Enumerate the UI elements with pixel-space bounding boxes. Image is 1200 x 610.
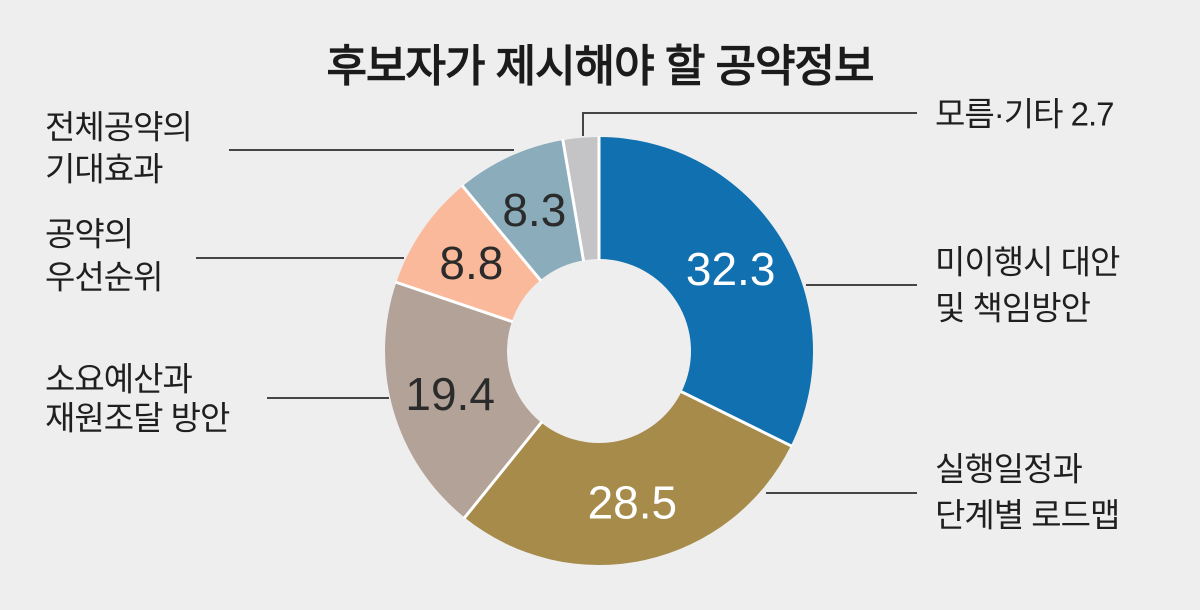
leader-line-5: [582, 112, 917, 136]
donut-segment-2: [384, 282, 542, 518]
leader-lines: [196, 112, 917, 494]
segment-separators: [394, 136, 793, 520]
value-label-0: 32.3: [686, 243, 776, 295]
separator-4: [460, 184, 543, 282]
value-label-2: 19.4: [405, 368, 495, 420]
donut-segment-5: [562, 137, 599, 261]
donut-segment-1: [464, 391, 791, 566]
callout-label-0-line-1: 및 책임방안: [935, 290, 1091, 327]
separator-1: [679, 389, 793, 448]
callout-label-4-line-1: 기대효과: [45, 151, 163, 188]
callout-label-3-line-1: 우선순위: [45, 259, 162, 296]
donut-segment-3: [396, 186, 541, 322]
donut-segments: [384, 137, 813, 566]
chart-title: 후보자가 제시해야 할 공약정보: [326, 42, 875, 91]
callout-label-4-line-0: 전체공약의: [45, 109, 192, 146]
value-label-1: 28.5: [588, 476, 678, 528]
separator-2: [462, 420, 544, 520]
value-label-4: 8.3: [502, 184, 566, 236]
value-labels: 32.3 28.5 19.4 8.88.3: [405, 184, 775, 528]
callout-label-2-line-1: 재원조달 방안: [45, 400, 230, 437]
donut-segment-4: [462, 140, 584, 281]
separator-3: [394, 280, 514, 324]
callout-label-2-line-0: 소요예산과: [45, 361, 192, 398]
callout-label-1-line-1: 단계별 로드맵: [935, 497, 1119, 534]
value-label-3: 8.8: [439, 237, 503, 289]
separator-5: [561, 138, 586, 262]
callout-label-3-line-0: 공약의: [45, 216, 133, 253]
donut-segment-0: [599, 137, 813, 446]
callout-label-0-line-0: 미이행시 대안: [935, 244, 1120, 281]
callout-label-5-line-0: 모름·기타 2.7: [935, 96, 1113, 133]
callout-label-1-line-0: 실행일정과: [935, 451, 1082, 488]
